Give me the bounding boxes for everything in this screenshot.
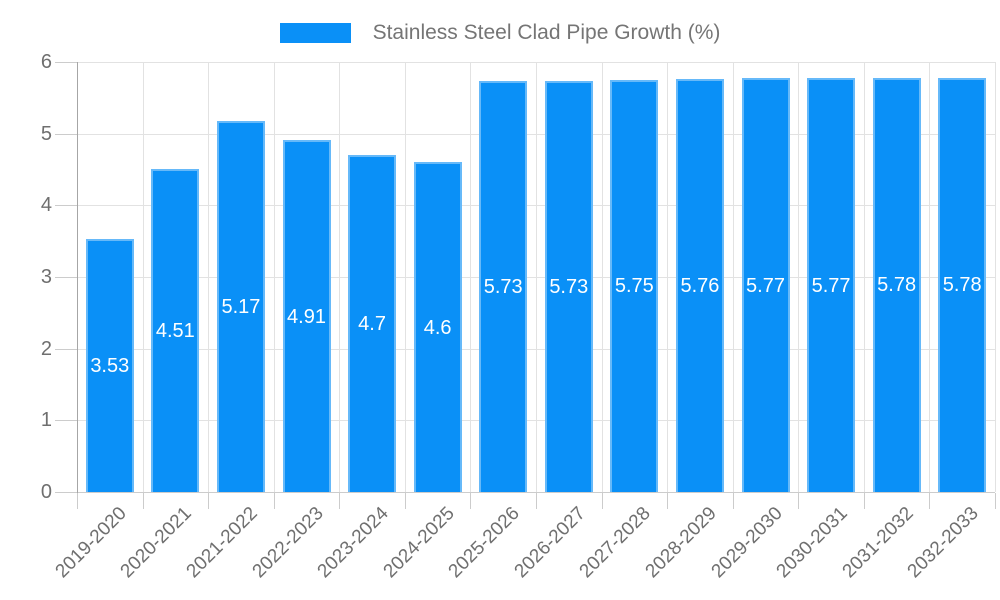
- x-axis-tick-label: 2021-2022: [182, 503, 262, 583]
- x-axis-tick-label: 2032-2033: [903, 503, 984, 583]
- x-tick-mark: [667, 493, 669, 509]
- x-gridline: [601, 62, 603, 492]
- y-axis-tick-label: 4: [40, 194, 52, 217]
- y-tick-mark: [55, 277, 77, 278]
- x-tick-mark: [77, 493, 78, 509]
- bar-value-label: 4.6: [423, 316, 452, 339]
- bar-value-label: 5.76: [680, 275, 720, 298]
- bar-value-label: 4.51: [155, 319, 195, 342]
- bar-value-label: 4.91: [287, 305, 326, 328]
- bar-value-label: 5.75: [614, 275, 654, 298]
- bar[interactable]: 5.76: [675, 79, 724, 492]
- y-tick-mark: [55, 420, 77, 422]
- x-tick-mark: [863, 493, 865, 509]
- y-axis-line: [77, 62, 78, 493]
- x-gridline: [470, 62, 472, 492]
- x-gridline: [929, 62, 931, 492]
- bar-value-label: 5.77: [746, 274, 785, 297]
- bar[interactable]: 5.78: [872, 77, 921, 492]
- y-tick-mark: [55, 348, 77, 350]
- bar-value-label: 5.77: [811, 274, 851, 297]
- bar[interactable]: 5.77: [807, 78, 856, 492]
- bar-value-label: 5.78: [942, 274, 982, 297]
- x-tick-mark: [273, 493, 275, 509]
- x-axis-tick-label: 2020-2021: [117, 503, 197, 583]
- bar-value-label: 4.7: [358, 313, 386, 336]
- legend-label: Stainless Steel Clad Pipe Growth (%): [372, 21, 721, 44]
- y-axis-tick-label: 1: [40, 409, 52, 432]
- bar[interactable]: 5.17: [216, 121, 265, 492]
- y-tick-mark: [55, 492, 77, 493]
- bar-value-label: 5.78: [877, 274, 917, 297]
- x-gridline: [142, 62, 144, 492]
- bar-value-label: 5.17: [221, 296, 261, 319]
- bar-value-label: 3.53: [90, 355, 130, 377]
- x-tick-mark: [470, 493, 472, 509]
- x-tick-mark: [732, 493, 734, 509]
- x-axis-tick-label: 2029-2030: [707, 503, 787, 583]
- bar[interactable]: 5.73: [544, 81, 593, 492]
- x-gridline: [273, 62, 275, 492]
- y-axis-tick-label: 6: [40, 51, 52, 73]
- x-gridline: [798, 62, 800, 492]
- x-gridline: [667, 62, 669, 492]
- x-gridline: [995, 62, 996, 492]
- y-tick-mark: [55, 62, 77, 63]
- y-axis-tick-label: 3: [40, 266, 52, 288]
- x-tick-mark: [995, 493, 996, 509]
- x-gridline: [536, 62, 537, 492]
- x-tick-mark: [404, 493, 406, 509]
- bar[interactable]: 3.53: [85, 239, 134, 492]
- bar-value-label: 5.73: [549, 276, 589, 299]
- x-tick-mark: [929, 493, 931, 509]
- y-gridline: [77, 492, 995, 493]
- x-tick-mark: [601, 493, 603, 509]
- bar[interactable]: 5.75: [610, 79, 659, 492]
- bar-value-label: 5.73: [483, 276, 523, 299]
- bar[interactable]: 5.73: [479, 81, 528, 492]
- x-tick-mark: [798, 493, 800, 509]
- x-tick-mark: [536, 493, 537, 509]
- bar[interactable]: 4.51: [151, 168, 200, 492]
- x-gridline: [339, 62, 341, 492]
- y-tick-mark: [55, 133, 77, 135]
- bar[interactable]: 4.6: [413, 162, 462, 492]
- x-axis-tick-label: 2027-2028: [576, 503, 656, 583]
- y-axis-tick-label: 5: [40, 122, 52, 145]
- x-tick-mark: [208, 493, 210, 509]
- legend[interactable]: Stainless Steel Clad Pipe Growth (%): [0, 22, 1000, 44]
- x-gridline: [404, 62, 406, 492]
- x-axis-tick-label: 2028-2029: [641, 503, 721, 583]
- bar[interactable]: 5.78: [938, 77, 987, 492]
- y-tick-mark: [55, 205, 77, 207]
- legend-swatch: [279, 23, 351, 43]
- x-gridline: [208, 62, 210, 492]
- bar[interactable]: 4.7: [348, 155, 397, 492]
- y-axis-tick-label: 2: [40, 337, 52, 360]
- x-tick-mark: [339, 493, 341, 509]
- x-axis-tick-label: 2025-2026: [444, 503, 525, 583]
- bar[interactable]: 4.91: [282, 140, 331, 492]
- x-gridline: [732, 62, 734, 492]
- bar[interactable]: 5.77: [741, 78, 790, 492]
- x-axis-tick-label: 2022-2023: [248, 503, 328, 583]
- y-axis-tick-label: 0: [40, 481, 52, 503]
- x-tick-mark: [142, 493, 144, 509]
- x-gridline: [863, 62, 865, 492]
